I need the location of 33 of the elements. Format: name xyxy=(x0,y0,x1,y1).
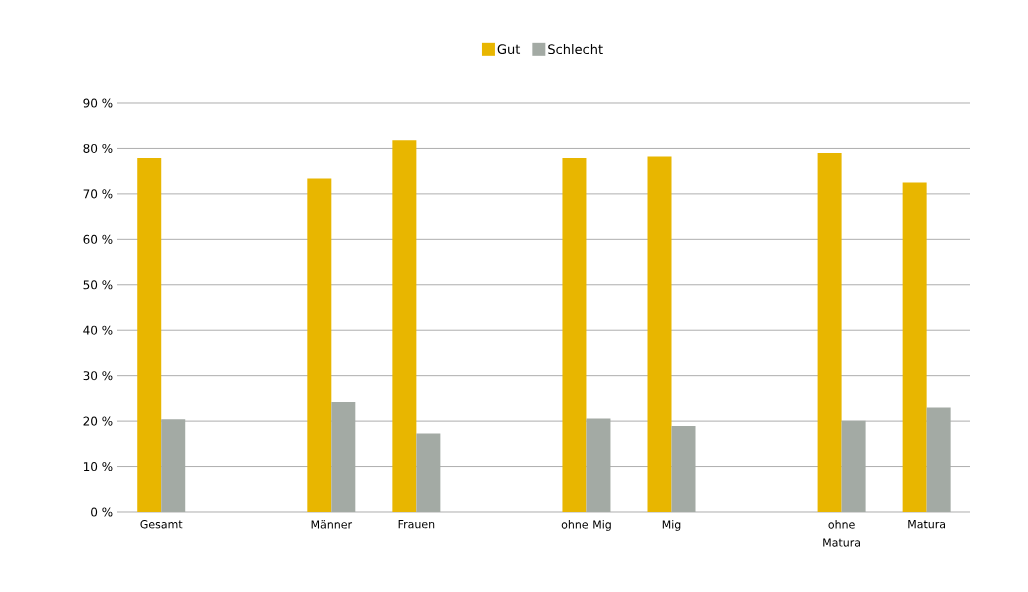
bar xyxy=(562,157,587,512)
bar xyxy=(331,402,356,512)
y-tick-label: 70 % xyxy=(83,189,113,199)
y-tick-label: 30 % xyxy=(83,371,113,381)
y-tick-label: 50 % xyxy=(83,280,113,290)
y-tick-label: 60 % xyxy=(83,234,113,244)
x-tick-label: Gesamt xyxy=(140,520,183,529)
y-tick-label: 90 % xyxy=(83,98,113,108)
x-tick-label: Männer xyxy=(311,520,353,529)
x-tick-label: ohne Matura xyxy=(823,520,860,547)
bar xyxy=(161,419,186,512)
bar xyxy=(841,420,866,512)
bar xyxy=(926,407,951,512)
x-tick-label: ohne Mig xyxy=(561,520,611,531)
legend-label: Gut xyxy=(497,44,521,55)
bar xyxy=(647,156,672,512)
bar xyxy=(137,157,162,512)
bar xyxy=(671,426,696,512)
legend-label: Schlecht xyxy=(548,44,603,55)
y-tick-label: 10 % xyxy=(83,462,113,472)
x-tick-label: Matura xyxy=(908,520,946,529)
y-tick-label: 80 % xyxy=(83,143,113,153)
x-tick-label: Frauen xyxy=(398,520,435,529)
bar xyxy=(817,152,842,512)
bar xyxy=(586,418,611,512)
y-tick-label: 0 % xyxy=(91,507,113,517)
y-tick-label: 40 % xyxy=(83,325,113,335)
bar xyxy=(902,182,927,512)
y-tick-label: 20 % xyxy=(83,416,113,426)
x-tick-label: Mig xyxy=(662,520,681,531)
bar xyxy=(392,140,417,512)
bar xyxy=(416,433,441,512)
bar xyxy=(307,178,332,512)
